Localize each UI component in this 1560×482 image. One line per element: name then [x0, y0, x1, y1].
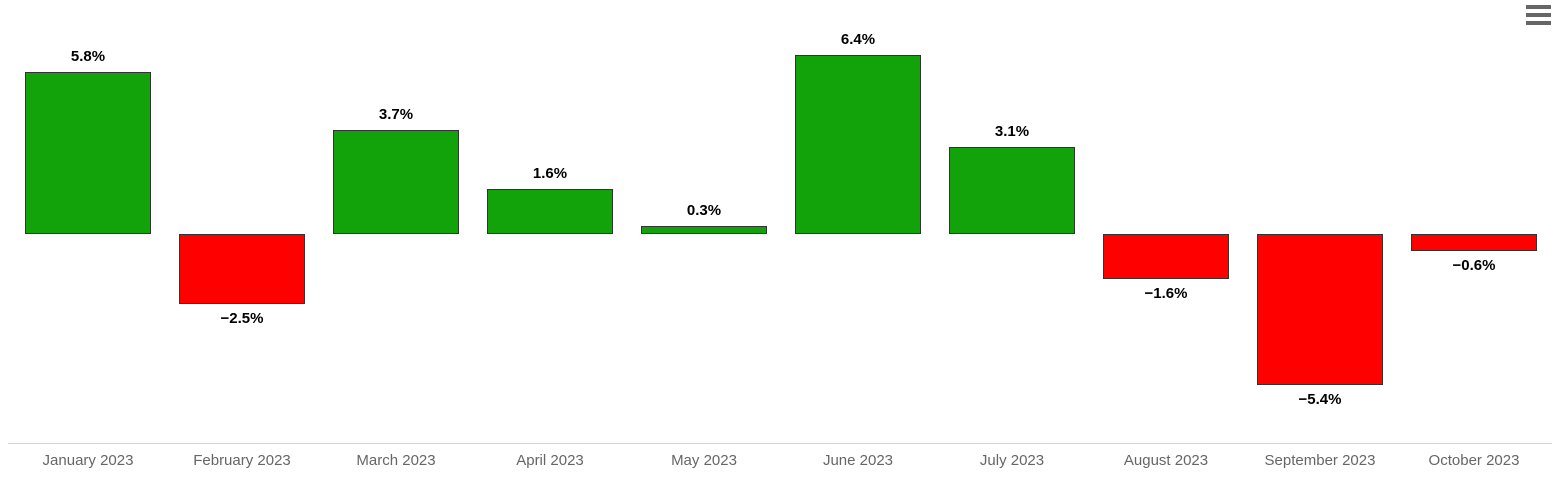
x-axis-label: August 2023 [1123, 452, 1209, 469]
bar-value-label: 0.3% [686, 201, 722, 219]
bar-value-label: 6.4% [840, 30, 876, 48]
bar[interactable] [333, 130, 459, 234]
bar[interactable] [949, 147, 1075, 234]
bar[interactable] [1257, 234, 1383, 386]
hamburger-menu-icon [1526, 5, 1551, 25]
bar[interactable] [1411, 234, 1537, 251]
bar-value-label: 3.1% [994, 123, 1030, 141]
bar[interactable] [179, 234, 305, 304]
x-axis-label: January 2023 [42, 452, 134, 469]
hamburger-stripe [1526, 21, 1551, 25]
hamburger-stripe [1526, 13, 1551, 17]
bar[interactable] [487, 189, 613, 234]
hamburger-stripe [1526, 5, 1551, 9]
x-axis-label: February 2023 [193, 452, 291, 469]
x-axis-label: March 2023 [356, 452, 436, 469]
bar[interactable] [641, 225, 767, 234]
x-axis-label: April 2023 [516, 452, 584, 469]
x-axis-label: May 2023 [671, 452, 737, 469]
export-menu-button[interactable] [1524, 2, 1553, 28]
bar[interactable] [795, 54, 921, 234]
bar-value-label: 5.8% [70, 47, 106, 65]
bar-value-label: −5.4% [1298, 391, 1342, 409]
x-axis-label: June 2023 [822, 452, 894, 469]
x-axis-label: September 2023 [1264, 452, 1376, 469]
bar-value-label: −1.6% [1144, 284, 1188, 302]
bar[interactable] [1103, 234, 1229, 279]
x-axis-line [8, 443, 1552, 444]
bar-value-label: −0.6% [1452, 256, 1496, 274]
bar-value-label: 1.6% [532, 165, 568, 183]
bar[interactable] [25, 71, 151, 234]
x-axis-label: July 2023 [979, 452, 1045, 469]
x-axis-label: October 2023 [1428, 452, 1520, 469]
bar-value-label: −2.5% [220, 310, 264, 327]
bar-value-label: 3.7% [378, 106, 414, 124]
